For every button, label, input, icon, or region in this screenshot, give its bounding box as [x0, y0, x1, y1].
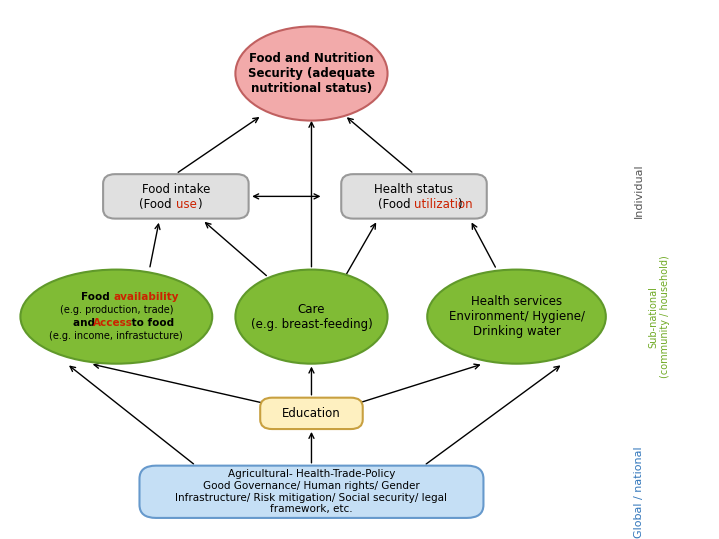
Text: (Food: (Food [377, 198, 414, 211]
Text: ): ) [197, 198, 201, 211]
Text: Food intake: Food intake [142, 183, 210, 196]
Text: and: and [73, 318, 99, 328]
Text: Education: Education [282, 407, 341, 420]
Text: Access: Access [93, 318, 133, 328]
Text: ): ) [457, 198, 462, 211]
Text: (e.g. production, trade): (e.g. production, trade) [60, 305, 173, 315]
Ellipse shape [20, 270, 212, 364]
Text: Health services
Environment/ Hygiene/
Drinking water: Health services Environment/ Hygiene/ Dr… [449, 295, 585, 338]
Text: (e.g. income, infrastucture): (e.g. income, infrastucture) [50, 331, 183, 341]
Ellipse shape [235, 26, 388, 121]
Text: to food: to food [128, 318, 175, 328]
Text: Care
(e.g. breast-feeding): Care (e.g. breast-feeding) [251, 302, 372, 330]
Ellipse shape [235, 270, 388, 364]
Text: Agricultural- Health-Trade-Policy
Good Governance/ Human rights/ Gender
Infrastr: Agricultural- Health-Trade-Policy Good G… [175, 469, 447, 514]
Text: Individual: Individual [634, 164, 644, 218]
Text: availability: availability [113, 292, 178, 302]
Text: Food: Food [81, 292, 113, 302]
Text: (Food: (Food [139, 198, 176, 211]
Text: utilization: utilization [414, 198, 472, 211]
Text: Global / national: Global / national [634, 446, 644, 537]
Text: Sub-national
(community / household): Sub-national (community / household) [648, 255, 669, 378]
Text: Health status: Health status [375, 183, 454, 196]
Text: use: use [176, 198, 197, 211]
FancyBboxPatch shape [103, 174, 249, 219]
FancyBboxPatch shape [342, 174, 487, 219]
FancyBboxPatch shape [260, 398, 362, 429]
Ellipse shape [427, 270, 606, 364]
FancyBboxPatch shape [139, 466, 483, 518]
Text: Food and Nutrition
Security (adequate
nutritional status): Food and Nutrition Security (adequate nu… [248, 52, 375, 95]
